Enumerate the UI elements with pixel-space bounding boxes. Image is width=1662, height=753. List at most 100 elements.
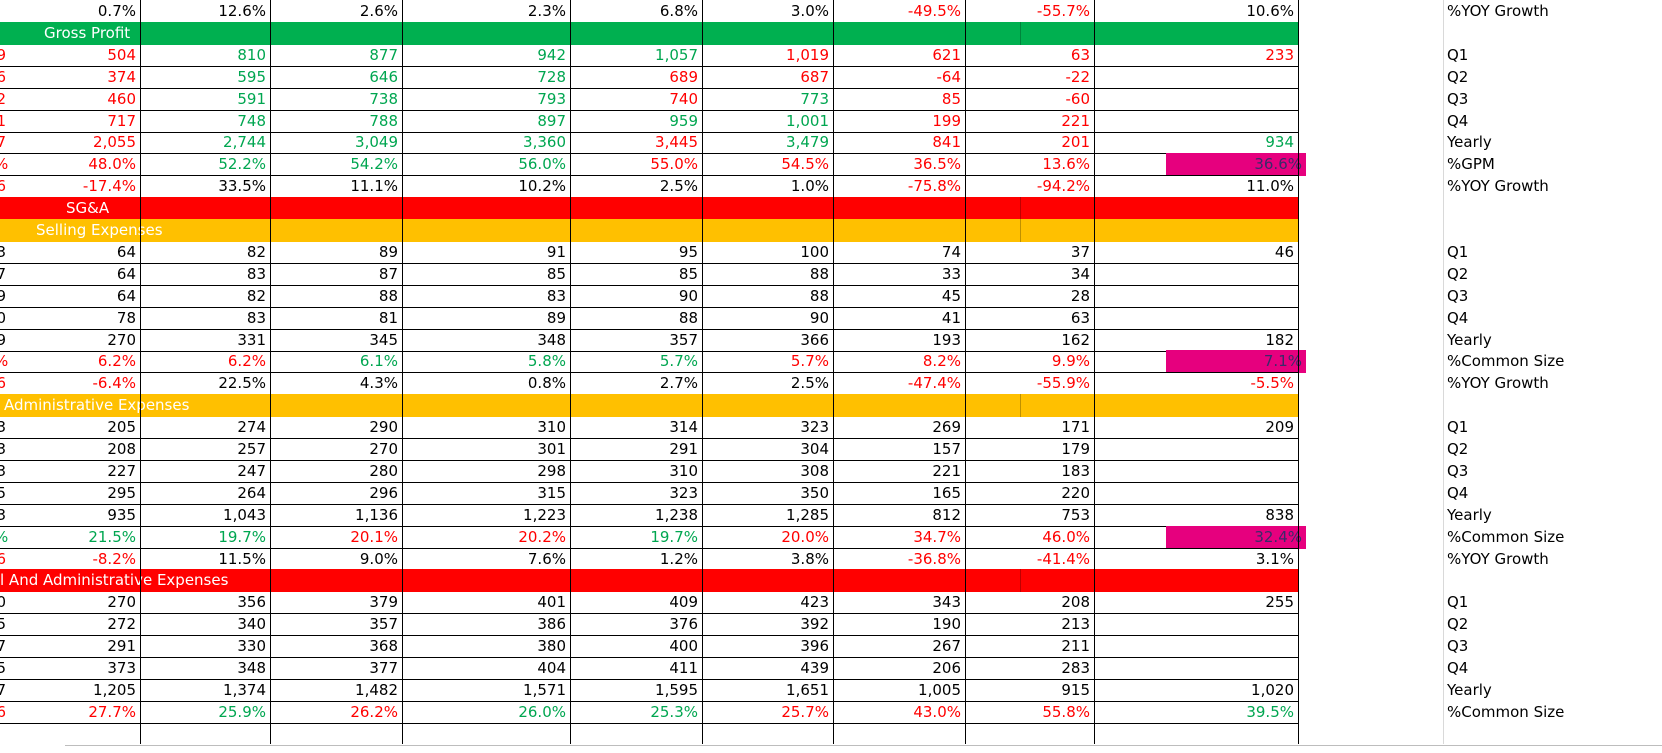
value-cell[interactable]: 439 xyxy=(800,659,829,677)
value-cell[interactable]: 2.5% xyxy=(790,374,829,392)
value-cell[interactable]: 88 xyxy=(678,309,698,327)
value-cell[interactable]: 6.2% xyxy=(227,352,266,370)
value-cell[interactable]: 2.3% xyxy=(527,2,566,20)
value-cell[interactable]: 401 xyxy=(537,593,566,611)
value-cell[interactable]: 9.0% xyxy=(359,550,398,568)
value-cell[interactable]: 773 xyxy=(800,90,829,108)
value-cell[interactable]: 201 xyxy=(1061,133,1090,151)
value-cell[interactable]: 330 xyxy=(237,637,266,655)
value-cell[interactable]: 206 xyxy=(932,659,961,677)
value-cell[interactable]: 3,445 xyxy=(655,133,698,151)
value-cell[interactable]: 8.2% xyxy=(922,352,961,370)
value-cell[interactable]: 247 xyxy=(237,462,266,480)
value-cell[interactable]: 83 xyxy=(546,287,566,305)
value-cell[interactable]: 9.9% xyxy=(1051,352,1090,370)
value-cell[interactable]: 1,223 xyxy=(523,506,566,524)
value-cell[interactable]: 6.2% xyxy=(97,352,136,370)
value-cell[interactable]: 25.3% xyxy=(650,703,698,721)
value-cell[interactable]: 357 xyxy=(669,331,698,349)
value-cell[interactable]: 208 xyxy=(107,440,136,458)
value-cell[interactable]: 64 xyxy=(116,287,136,305)
value-cell[interactable]: 753 xyxy=(1061,506,1090,524)
value-cell[interactable]: 85 xyxy=(941,90,961,108)
value-cell[interactable]: 377 xyxy=(369,659,398,677)
value-cell[interactable]: 54.5% xyxy=(781,155,829,173)
value-cell[interactable] xyxy=(1094,263,1298,286)
value-cell[interactable]: 10.2% xyxy=(518,177,566,195)
value-cell[interactable]: 0.8% xyxy=(527,374,566,392)
value-cell[interactable]: -94.2% xyxy=(1036,177,1090,195)
value-cell[interactable]: 12.6% xyxy=(218,2,266,20)
value-cell[interactable]: 55.8% xyxy=(1042,703,1090,721)
value-cell[interactable]: 257 xyxy=(237,440,266,458)
value-cell[interactable]: 304 xyxy=(800,440,829,458)
value-cell[interactable]: 227 xyxy=(107,462,136,480)
value-cell[interactable]: 83 xyxy=(246,265,266,283)
value-cell[interactable]: 396 xyxy=(800,637,829,655)
value-cell[interactable]: 323 xyxy=(669,484,698,502)
value-cell[interactable]: 934 xyxy=(1265,133,1294,151)
value-cell[interactable]: 270 xyxy=(107,331,136,349)
value-cell[interactable] xyxy=(1094,613,1298,636)
value-cell[interactable]: 689 xyxy=(669,68,698,86)
value-cell[interactable]: -49.5% xyxy=(907,2,961,20)
value-cell[interactable]: 728 xyxy=(537,68,566,86)
value-cell[interactable]: 1,205 xyxy=(93,681,136,699)
value-cell[interactable]: 298 xyxy=(537,462,566,480)
horizontal-scrollbar-edge[interactable] xyxy=(65,745,1662,746)
value-cell[interactable]: 4.3% xyxy=(359,374,398,392)
value-cell[interactable]: 386 xyxy=(537,615,566,633)
value-cell[interactable]: 2,055 xyxy=(93,133,136,151)
value-cell[interactable]: 310 xyxy=(669,462,698,480)
value-cell[interactable]: 1,057 xyxy=(655,46,698,64)
value-cell[interactable]: 810 xyxy=(237,46,266,64)
value-cell[interactable]: 221 xyxy=(932,462,961,480)
value-cell[interactable]: 915 xyxy=(1061,681,1090,699)
value-cell[interactable]: 1,005 xyxy=(918,681,961,699)
value-cell[interactable]: 33 xyxy=(941,265,961,283)
value-cell[interactable]: 213 xyxy=(1061,615,1090,633)
value-cell[interactable]: 2,744 xyxy=(223,133,266,151)
value-cell[interactable]: 0.7% xyxy=(97,2,136,20)
value-cell[interactable]: 272 xyxy=(107,615,136,633)
value-cell[interactable]: 2.6% xyxy=(359,2,398,20)
value-cell[interactable]: 5.7% xyxy=(790,352,829,370)
value-cell[interactable]: 21.5% xyxy=(88,528,136,546)
value-cell[interactable] xyxy=(1094,88,1298,111)
value-cell[interactable]: 43.0% xyxy=(913,703,961,721)
value-cell[interactable]: 46.0% xyxy=(1042,528,1090,546)
value-cell[interactable]: 7.6% xyxy=(527,550,566,568)
value-cell[interactable]: 162 xyxy=(1061,331,1090,349)
value-cell[interactable]: 315 xyxy=(537,484,566,502)
value-cell[interactable]: 1.0% xyxy=(790,177,829,195)
value-cell[interactable]: 591 xyxy=(237,90,266,108)
value-cell[interactable]: 793 xyxy=(537,90,566,108)
value-cell[interactable]: 504 xyxy=(107,46,136,64)
value-cell[interactable]: -6.4% xyxy=(92,374,136,392)
value-cell[interactable]: 85 xyxy=(678,265,698,283)
value-cell[interactable]: 314 xyxy=(669,418,698,436)
value-cell[interactable]: 379 xyxy=(369,593,398,611)
value-cell[interactable]: 85 xyxy=(546,265,566,283)
value-cell[interactable]: 89 xyxy=(546,309,566,327)
value-cell[interactable]: 3.8% xyxy=(790,550,829,568)
value-cell[interactable]: -36.8% xyxy=(907,550,961,568)
value-cell[interactable] xyxy=(1094,307,1298,330)
value-cell[interactable]: 19.7% xyxy=(218,528,266,546)
value-cell[interactable]: 26.2% xyxy=(350,703,398,721)
value-cell[interactable]: 357 xyxy=(369,615,398,633)
value-cell[interactable]: 11.1% xyxy=(350,177,398,195)
value-cell[interactable]: 182 xyxy=(1265,331,1294,349)
value-cell[interactable]: -41.4% xyxy=(1036,550,1090,568)
value-cell[interactable]: 1,020 xyxy=(1251,681,1294,699)
value-cell[interactable]: 274 xyxy=(237,418,266,436)
highlighted-value-cell[interactable]: 32.4% xyxy=(1166,526,1306,549)
value-cell[interactable]: 199 xyxy=(932,112,961,130)
value-cell[interactable]: -60 xyxy=(1065,90,1091,108)
value-cell[interactable]: 45 xyxy=(941,287,961,305)
value-cell[interactable]: 211 xyxy=(1061,637,1090,655)
value-cell[interactable]: 37 xyxy=(1070,243,1090,261)
value-cell[interactable]: 221 xyxy=(1061,112,1090,130)
value-cell[interactable]: -64 xyxy=(936,68,962,86)
value-cell[interactable]: 78 xyxy=(116,309,136,327)
